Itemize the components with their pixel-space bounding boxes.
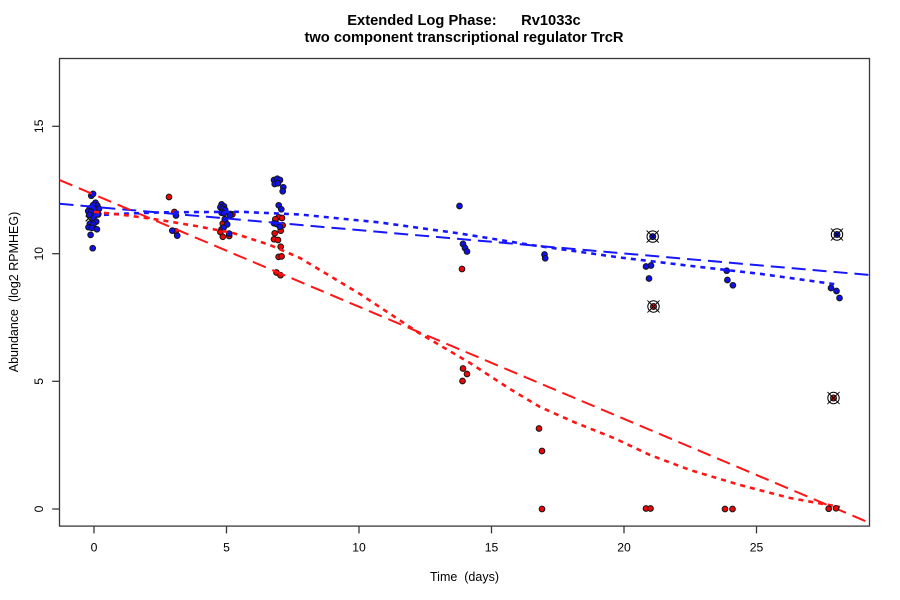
svg-text:0: 0 [91,541,98,555]
svg-text:15: 15 [485,541,499,555]
svg-text:15: 15 [32,119,46,133]
svg-text:Abundance (log2 RPMHEG): Abundance (log2 RPMHEG) [7,212,21,373]
svg-text:5: 5 [32,378,46,385]
svg-text:two component transcriptional: two component transcriptional regulator … [304,30,623,46]
svg-text:10: 10 [32,247,46,261]
svg-text:0: 0 [32,505,46,512]
svg-text:10: 10 [352,541,366,555]
svg-text:5: 5 [223,541,230,555]
svg-text:Time (days): Time (days) [430,570,499,584]
svg-text:25: 25 [750,541,764,555]
svg-text:20: 20 [617,541,631,555]
svg-text:Extended Log Phase: Rv103: Extended Log Phase: Rv1033c [347,13,580,29]
